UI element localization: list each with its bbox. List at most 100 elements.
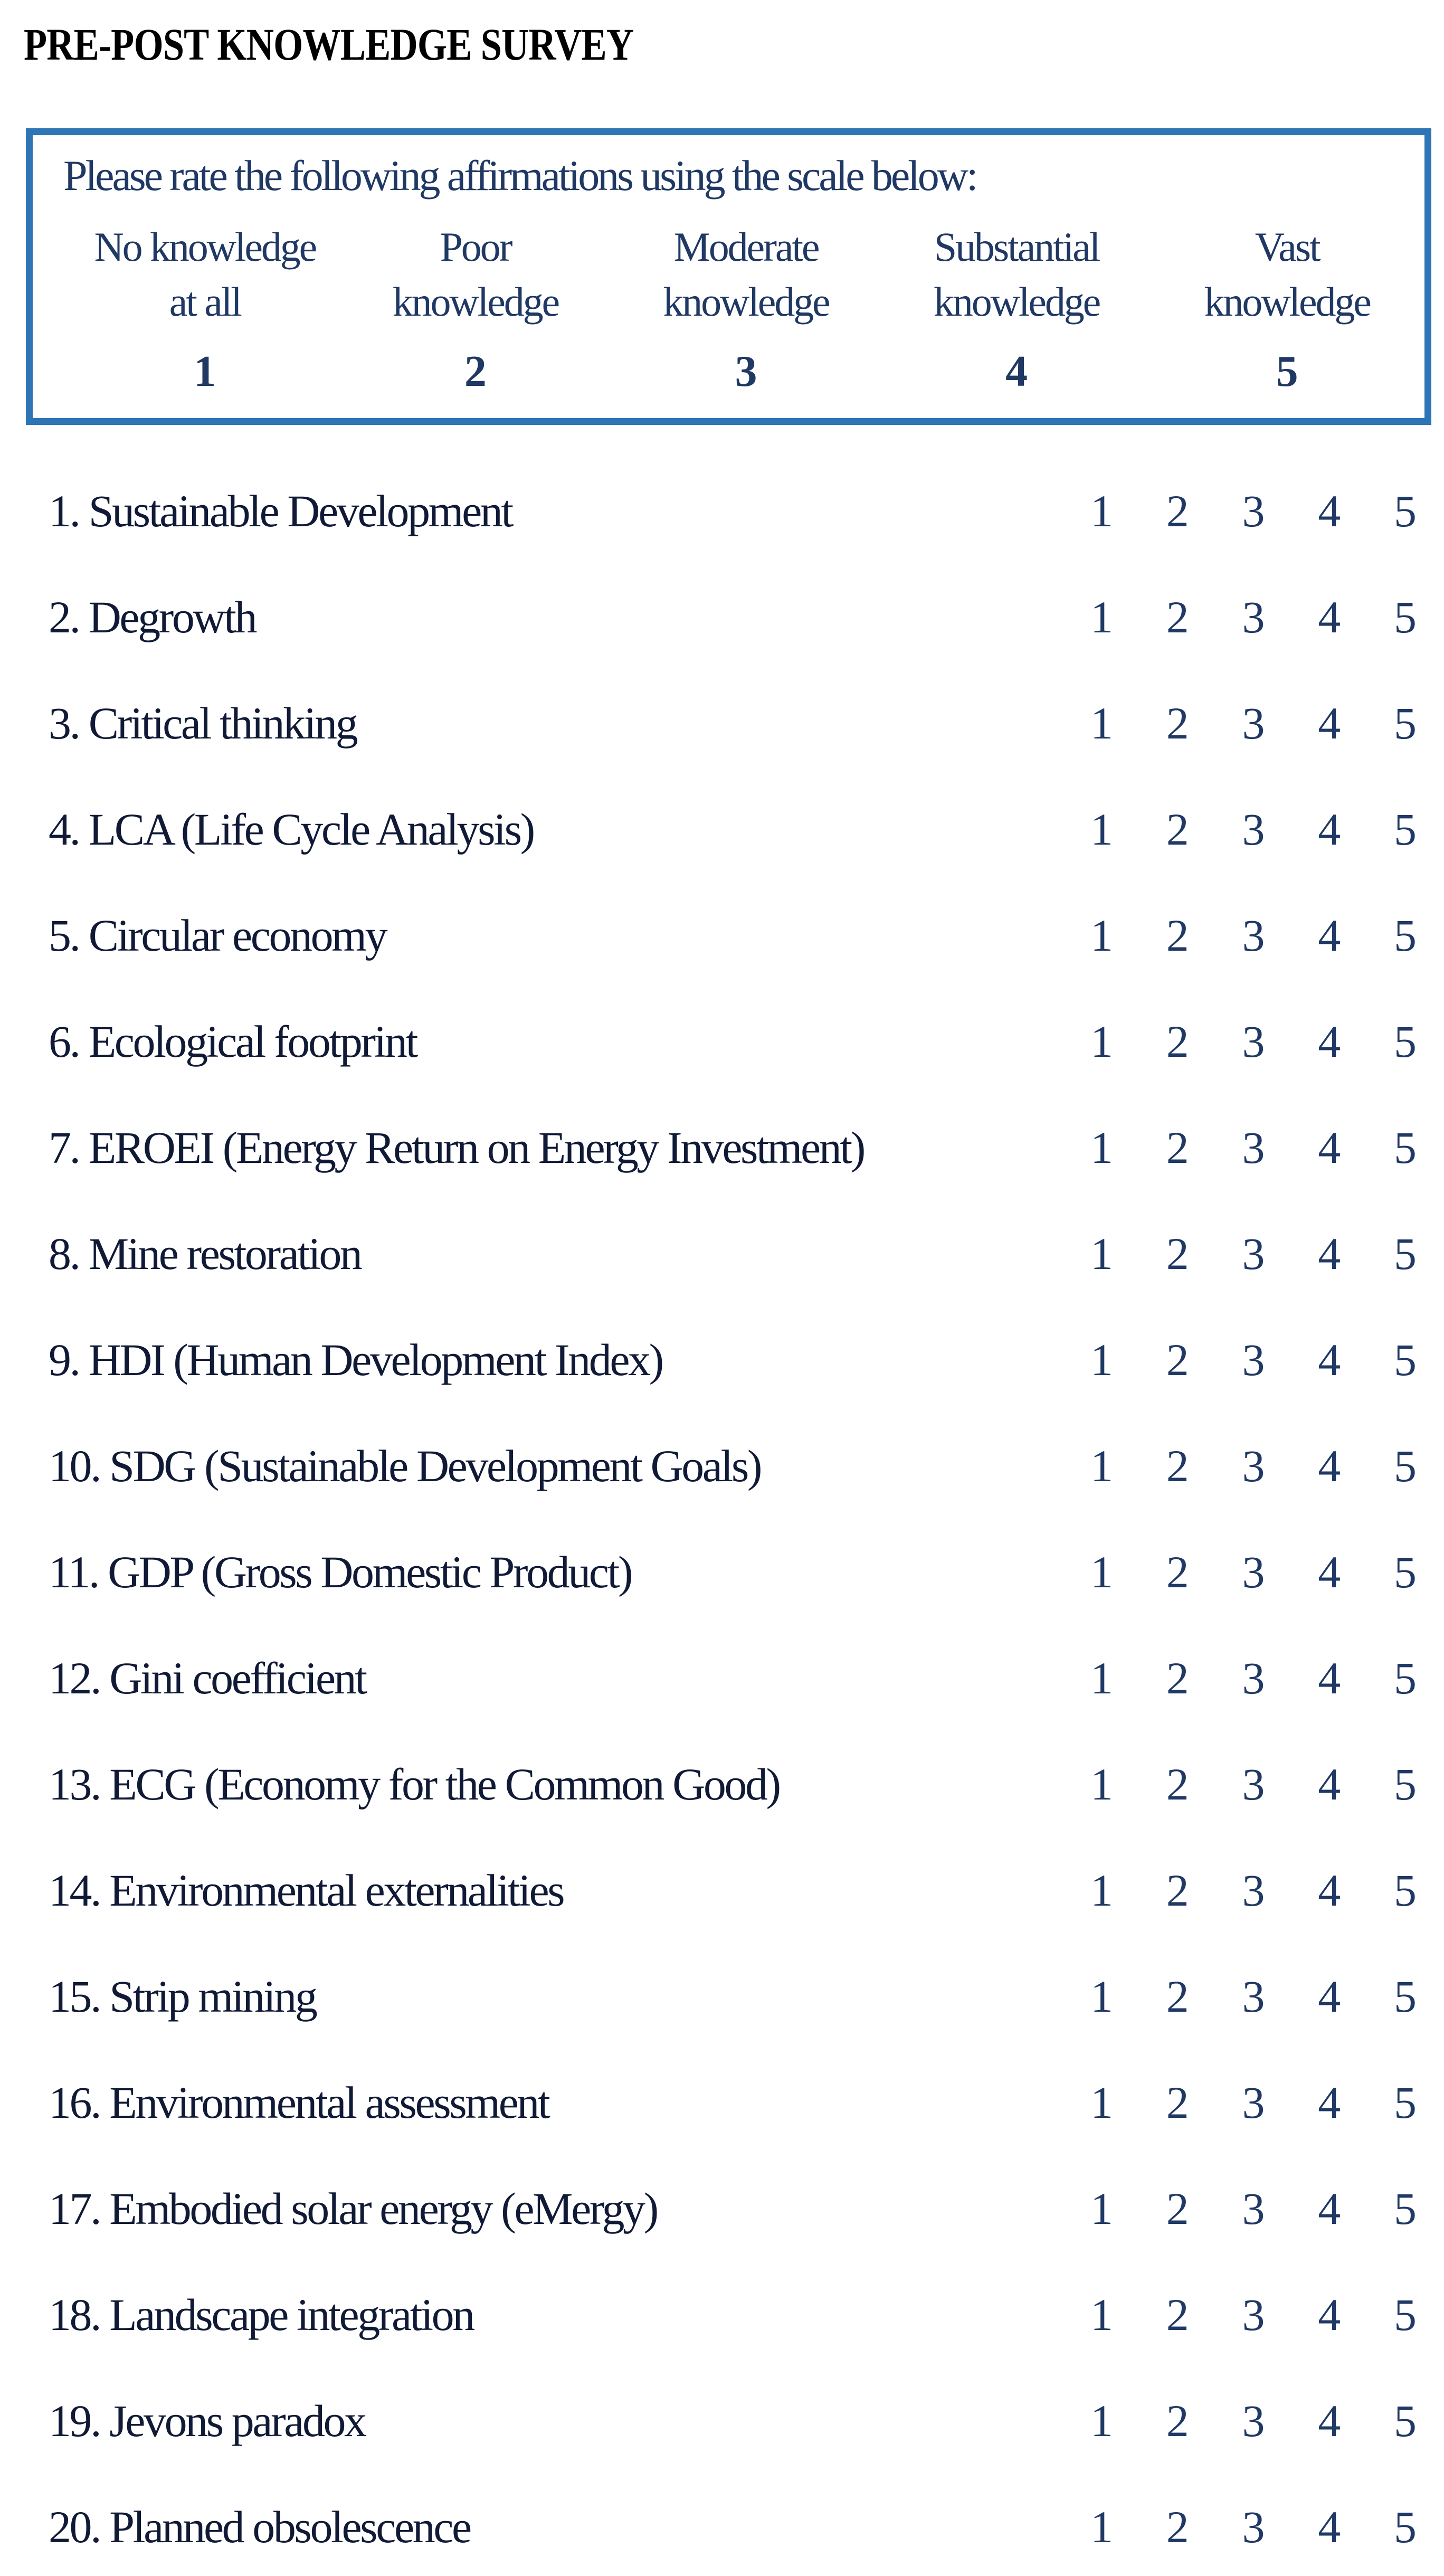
rating-option-5[interactable]: 5: [1394, 2077, 1417, 2128]
rating-option-2[interactable]: 2: [1166, 592, 1189, 642]
rating-option-3[interactable]: 3: [1242, 1865, 1265, 1916]
rating-option-4[interactable]: 4: [1318, 1547, 1341, 1597]
rating-option-2[interactable]: 2: [1166, 698, 1189, 749]
rating-option-3[interactable]: 3: [1242, 2183, 1265, 2234]
rating-option-5[interactable]: 5: [1394, 1971, 1417, 2022]
rating-option-1[interactable]: 1: [1090, 1441, 1113, 1491]
rating-option-4[interactable]: 4: [1318, 1122, 1341, 1173]
rating-option-1[interactable]: 1: [1090, 1122, 1113, 1173]
rating-option-1[interactable]: 1: [1090, 1016, 1113, 1067]
rating-option-5[interactable]: 5: [1394, 1547, 1417, 1597]
rating-option-4[interactable]: 4: [1318, 1334, 1341, 1385]
rating-option-5[interactable]: 5: [1394, 1759, 1417, 1810]
rating-option-3[interactable]: 3: [1242, 2077, 1265, 2128]
rating-option-5[interactable]: 5: [1394, 804, 1417, 855]
rating-option-2[interactable]: 2: [1166, 2502, 1189, 2552]
rating-option-1[interactable]: 1: [1090, 2183, 1113, 2234]
rating-option-3[interactable]: 3: [1242, 2289, 1265, 2340]
rating-option-2[interactable]: 2: [1166, 1865, 1189, 1916]
rating-option-2[interactable]: 2: [1166, 910, 1189, 961]
rating-option-5[interactable]: 5: [1394, 1122, 1417, 1173]
rating-option-1[interactable]: 1: [1090, 1759, 1113, 1810]
rating-option-4[interactable]: 4: [1318, 1228, 1341, 1279]
rating-option-5[interactable]: 5: [1394, 486, 1417, 536]
rating-option-1[interactable]: 1: [1090, 1547, 1113, 1597]
rating-option-3[interactable]: 3: [1242, 2502, 1265, 2552]
rating-option-5[interactable]: 5: [1394, 1228, 1417, 1279]
rating-option-2[interactable]: 2: [1166, 1122, 1189, 1173]
rating-option-4[interactable]: 4: [1318, 1441, 1341, 1491]
rating-option-4[interactable]: 4: [1318, 2289, 1341, 2340]
rating-option-2[interactable]: 2: [1166, 1016, 1189, 1067]
rating-option-1[interactable]: 1: [1090, 2502, 1113, 2552]
rating-option-5[interactable]: 5: [1394, 1016, 1417, 1067]
rating-option-3[interactable]: 3: [1242, 592, 1265, 642]
rating-option-1[interactable]: 1: [1090, 2077, 1113, 2128]
rating-option-1[interactable]: 1: [1090, 486, 1113, 536]
rating-option-4[interactable]: 4: [1318, 592, 1341, 642]
rating-option-3[interactable]: 3: [1242, 1441, 1265, 1491]
rating-option-1[interactable]: 1: [1090, 1971, 1113, 2022]
rating-option-4[interactable]: 4: [1318, 486, 1341, 536]
rating-option-3[interactable]: 3: [1242, 1971, 1265, 2022]
rating-option-3[interactable]: 3: [1242, 698, 1265, 749]
rating-option-2[interactable]: 2: [1166, 2395, 1189, 2446]
rating-option-5[interactable]: 5: [1394, 2395, 1417, 2446]
rating-option-2[interactable]: 2: [1166, 1547, 1189, 1597]
rating-option-2[interactable]: 2: [1166, 804, 1189, 855]
rating-option-5[interactable]: 5: [1394, 1441, 1417, 1491]
rating-option-5[interactable]: 5: [1394, 2502, 1417, 2552]
rating-option-3[interactable]: 3: [1242, 1547, 1265, 1597]
rating-option-1[interactable]: 1: [1090, 592, 1113, 642]
rating-option-5[interactable]: 5: [1394, 910, 1417, 961]
rating-option-2[interactable]: 2: [1166, 486, 1189, 536]
rating-option-3[interactable]: 3: [1242, 1759, 1265, 1810]
rating-option-2[interactable]: 2: [1166, 1653, 1189, 1703]
rating-option-5[interactable]: 5: [1394, 1865, 1417, 1916]
rating-option-1[interactable]: 1: [1090, 910, 1113, 961]
rating-option-5[interactable]: 5: [1394, 592, 1417, 642]
rating-option-2[interactable]: 2: [1166, 1971, 1189, 2022]
rating-option-4[interactable]: 4: [1318, 1016, 1341, 1067]
rating-option-4[interactable]: 4: [1318, 804, 1341, 855]
rating-option-5[interactable]: 5: [1394, 1653, 1417, 1703]
rating-option-5[interactable]: 5: [1394, 2289, 1417, 2340]
rating-option-5[interactable]: 5: [1394, 1334, 1417, 1385]
rating-option-2[interactable]: 2: [1166, 1334, 1189, 1385]
rating-option-1[interactable]: 1: [1090, 2395, 1113, 2446]
rating-option-4[interactable]: 4: [1318, 698, 1341, 749]
rating-option-3[interactable]: 3: [1242, 910, 1265, 961]
rating-option-1[interactable]: 1: [1090, 2289, 1113, 2340]
rating-option-2[interactable]: 2: [1166, 2183, 1189, 2234]
rating-option-1[interactable]: 1: [1090, 1334, 1113, 1385]
rating-option-1[interactable]: 1: [1090, 804, 1113, 855]
rating-option-1[interactable]: 1: [1090, 698, 1113, 749]
rating-option-4[interactable]: 4: [1318, 1971, 1341, 2022]
rating-option-4[interactable]: 4: [1318, 1759, 1341, 1810]
rating-option-2[interactable]: 2: [1166, 2289, 1189, 2340]
rating-option-2[interactable]: 2: [1166, 1228, 1189, 1279]
rating-option-5[interactable]: 5: [1394, 2183, 1417, 2234]
rating-option-2[interactable]: 2: [1166, 2077, 1189, 2128]
rating-option-4[interactable]: 4: [1318, 2395, 1341, 2446]
rating-option-5[interactable]: 5: [1394, 698, 1417, 749]
rating-option-1[interactable]: 1: [1090, 1865, 1113, 1916]
rating-option-1[interactable]: 1: [1090, 1653, 1113, 1703]
rating-option-3[interactable]: 3: [1242, 1016, 1265, 1067]
rating-option-4[interactable]: 4: [1318, 2077, 1341, 2128]
rating-option-2[interactable]: 2: [1166, 1759, 1189, 1810]
rating-option-3[interactable]: 3: [1242, 1653, 1265, 1703]
rating-option-4[interactable]: 4: [1318, 910, 1341, 961]
rating-option-3[interactable]: 3: [1242, 1228, 1265, 1279]
rating-option-3[interactable]: 3: [1242, 2395, 1265, 2446]
rating-option-2[interactable]: 2: [1166, 1441, 1189, 1491]
rating-option-3[interactable]: 3: [1242, 1122, 1265, 1173]
rating-option-4[interactable]: 4: [1318, 2502, 1341, 2552]
rating-option-3[interactable]: 3: [1242, 486, 1265, 536]
rating-option-1[interactable]: 1: [1090, 1228, 1113, 1279]
rating-option-4[interactable]: 4: [1318, 1653, 1341, 1703]
rating-option-3[interactable]: 3: [1242, 804, 1265, 855]
rating-option-4[interactable]: 4: [1318, 1865, 1341, 1916]
rating-option-4[interactable]: 4: [1318, 2183, 1341, 2234]
rating-option-3[interactable]: 3: [1242, 1334, 1265, 1385]
